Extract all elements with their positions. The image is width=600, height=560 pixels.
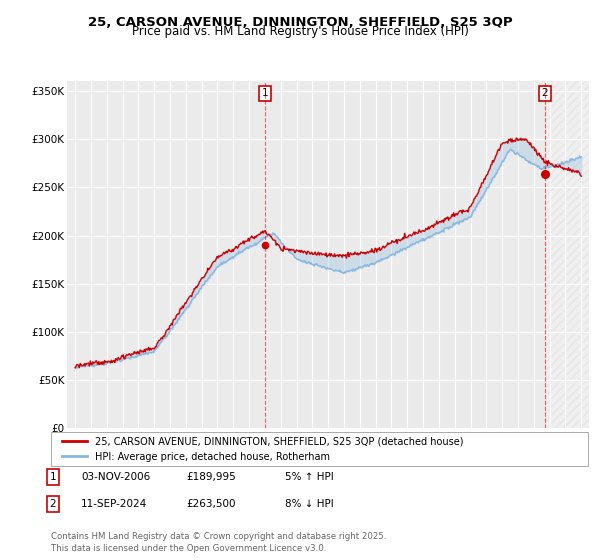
Text: Contains HM Land Registry data © Crown copyright and database right 2025.
This d: Contains HM Land Registry data © Crown c… xyxy=(51,533,386,553)
Text: 2: 2 xyxy=(541,88,548,99)
Text: £263,500: £263,500 xyxy=(186,499,235,509)
Text: 2: 2 xyxy=(49,499,56,509)
Text: 1: 1 xyxy=(262,88,268,99)
Text: £189,995: £189,995 xyxy=(186,472,236,482)
Legend: 25, CARSON AVENUE, DINNINGTON, SHEFFIELD, S25 3QP (detached house), HPI: Average: 25, CARSON AVENUE, DINNINGTON, SHEFFIELD… xyxy=(59,433,467,465)
Bar xyxy=(545,81,589,428)
Text: 11-SEP-2024: 11-SEP-2024 xyxy=(81,499,147,509)
Text: 8% ↓ HPI: 8% ↓ HPI xyxy=(285,499,334,509)
Text: 1: 1 xyxy=(49,472,56,482)
Text: Price paid vs. HM Land Registry's House Price Index (HPI): Price paid vs. HM Land Registry's House … xyxy=(131,25,469,38)
Text: 5% ↑ HPI: 5% ↑ HPI xyxy=(285,472,334,482)
Text: 25, CARSON AVENUE, DINNINGTON, SHEFFIELD, S25 3QP: 25, CARSON AVENUE, DINNINGTON, SHEFFIELD… xyxy=(88,16,512,29)
Text: 03-NOV-2006: 03-NOV-2006 xyxy=(81,472,150,482)
Bar xyxy=(545,81,589,428)
